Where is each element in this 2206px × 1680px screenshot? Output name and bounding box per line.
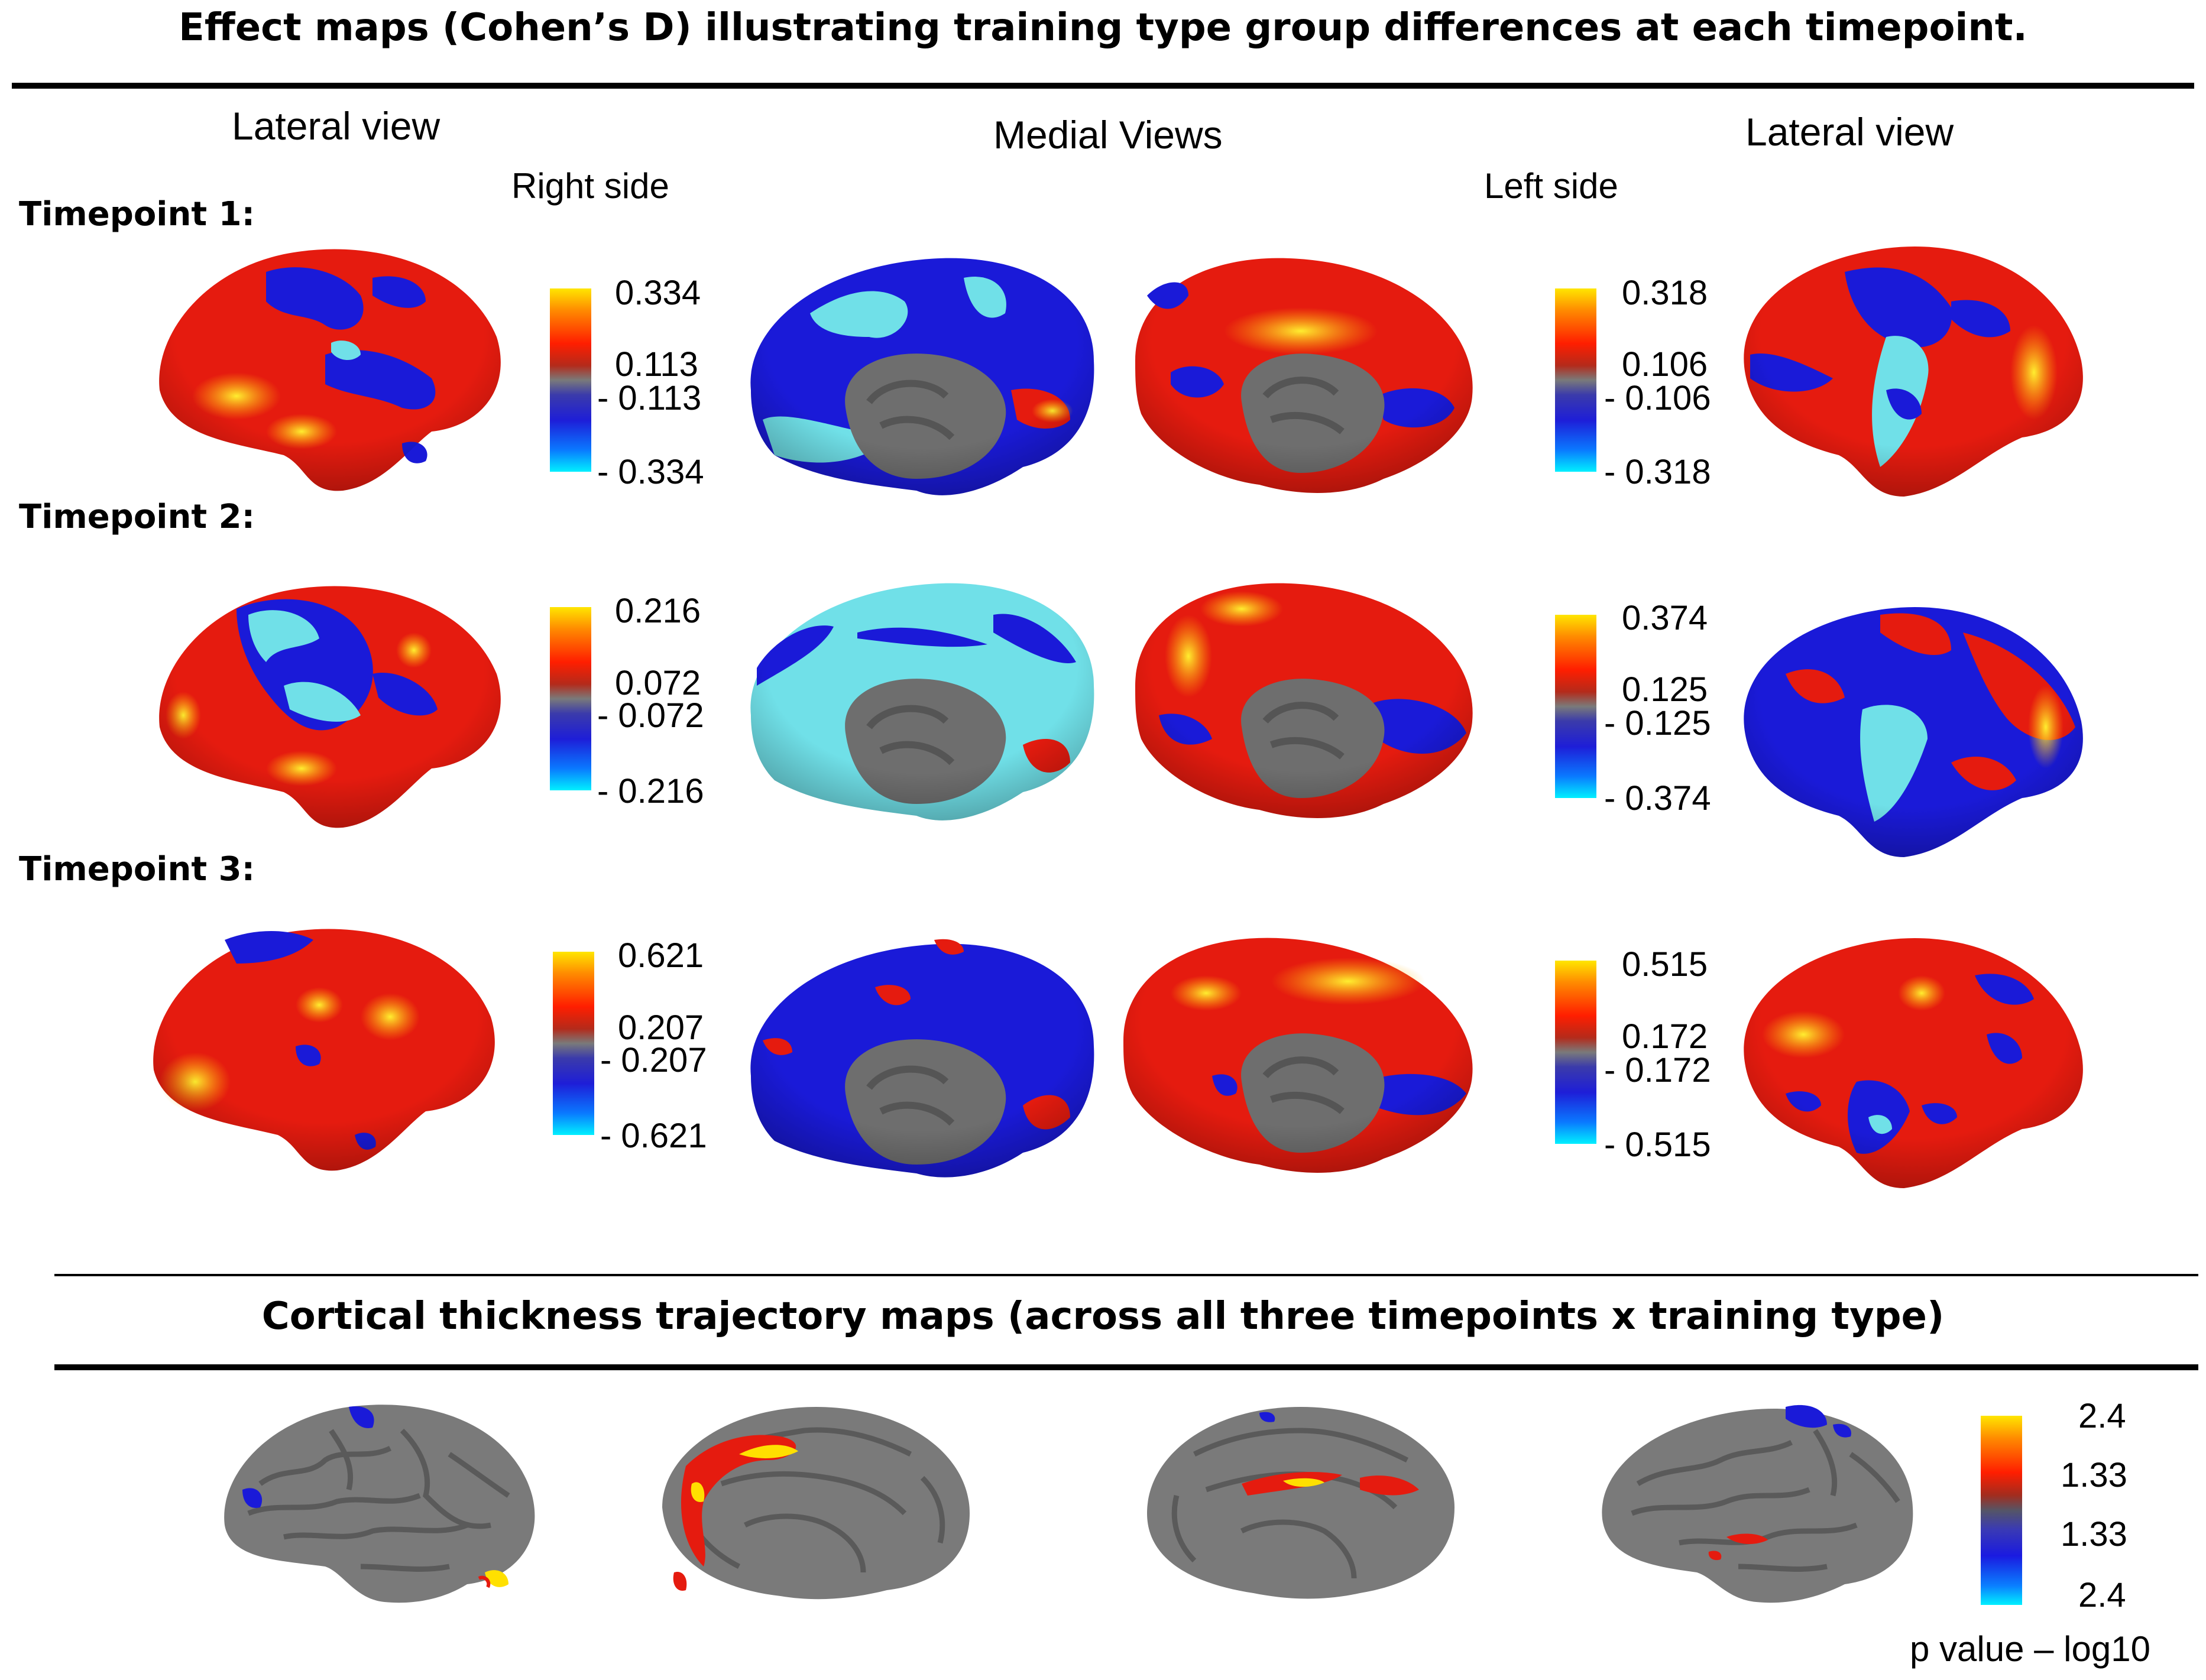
- cbar-right-tp1-midneg: - 0.113: [597, 379, 702, 417]
- cbar-right-tp1-top: 0.334: [615, 274, 701, 312]
- brain-medial-left-tp3: [1123, 938, 1473, 1173]
- brain-medial-right-tp3: [750, 939, 1094, 1178]
- trajectory-top-rule: [54, 1274, 2198, 1276]
- cbar-traj-midneg: 1.33: [2061, 1515, 2127, 1553]
- colorbar-trajectory: [1981, 1416, 2022, 1605]
- cbar-left-tp1-midneg: - 0.106: [1604, 379, 1711, 417]
- figure-title: Effect maps (Cohen’s D) illustrating tra…: [179, 6, 2027, 50]
- cbar-right-tp3-midneg: - 0.207: [600, 1041, 707, 1079]
- cbar-left-tp3-top: 0.515: [1622, 945, 1708, 984]
- cbar-right-tp1-midpos: 0.113: [615, 345, 698, 384]
- brain-medial-left-tp1: [1135, 258, 1473, 493]
- brain-lateral-left-tp2: [1744, 607, 2083, 857]
- cbar-right-tp2-bottom: - 0.216: [597, 772, 704, 810]
- timepoint-2-label: Timepoint 2:: [19, 498, 255, 536]
- brain-medial-right-tp1: [750, 258, 1094, 495]
- cbar-right-tp2-midneg: - 0.072: [597, 696, 704, 735]
- colorbar-left-tp1: [1555, 288, 1596, 472]
- trajectory-brain-lateral-right: [224, 1405, 535, 1603]
- colorbar-left-tp2: [1555, 615, 1596, 798]
- lateral-view-label-left: Lateral view: [232, 104, 440, 148]
- brain-lateral-right-tp2: [159, 586, 501, 828]
- cbar-left-tp1-bottom: - 0.318: [1604, 453, 1711, 491]
- brain-lateral-right-tp1: [159, 249, 501, 491]
- timepoint-3-label: Timepoint 3:: [19, 850, 255, 888]
- cbar-left-tp1-top: 0.318: [1622, 274, 1708, 312]
- cbar-right-tp3-midpos: 0.207: [618, 1008, 704, 1047]
- trajectory-title: Cortical thickness trajectory maps (acro…: [261, 1295, 1945, 1338]
- cbar-right-tp3-top: 0.621: [618, 936, 704, 975]
- brain-lateral-left-tp3: [1744, 938, 2083, 1188]
- trajectory-brain-medial-right: [662, 1407, 970, 1600]
- trajectory-brain-medial-left: [1147, 1407, 1455, 1599]
- cbar-left-tp2-bottom: - 0.374: [1604, 779, 1711, 818]
- cbar-left-tp2-top: 0.374: [1622, 599, 1708, 637]
- cbar-traj-bottom: 2.4: [2078, 1576, 2126, 1614]
- cbar-right-tp3-bottom: - 0.621: [600, 1117, 707, 1155]
- brain-lateral-right-tp3: [153, 929, 495, 1171]
- trajectory-bottom-rule: [54, 1364, 2198, 1370]
- cbar-traj-midpos: 1.33: [2061, 1456, 2127, 1494]
- left-side-label: Left side: [1484, 166, 1618, 206]
- colorbar-right-tp1: [550, 288, 591, 472]
- right-side-label: Right side: [511, 166, 669, 206]
- colorbar-left-tp3: [1555, 961, 1596, 1144]
- cbar-left-tp3-midneg: - 0.172: [1604, 1051, 1711, 1089]
- cbar-left-tp3-bottom: - 0.515: [1604, 1126, 1711, 1164]
- lateral-view-label-right: Lateral view: [1745, 110, 1954, 154]
- title-rule: [12, 83, 2194, 89]
- cbar-left-tp2-midneg: - 0.125: [1604, 704, 1711, 742]
- cbar-right-tp2-top: 0.216: [615, 592, 701, 630]
- colorbar-right-tp3: [553, 952, 594, 1135]
- trajectory-brain-lateral-left: [1602, 1405, 1913, 1603]
- colorbar-right-tp2: [550, 607, 591, 790]
- medial-views-label: Medial Views: [993, 113, 1223, 157]
- cbar-right-tp2-midpos: 0.072: [615, 664, 701, 702]
- cbar-left-tp1-midpos: 0.106: [1622, 345, 1708, 384]
- timepoint-1-label: Timepoint 1:: [19, 195, 255, 233]
- cbar-right-tp1-bottom: - 0.334: [597, 453, 704, 491]
- brain-medial-right-tp2: [750, 583, 1094, 820]
- brain-lateral-left-tp1: [1744, 246, 2083, 497]
- cbar-left-tp2-midpos: 0.125: [1622, 670, 1708, 709]
- brain-medial-left-tp2: [1135, 583, 1473, 818]
- pvalue-unit-label: p value – log10: [1910, 1629, 2150, 1669]
- cbar-traj-top: 2.4: [2078, 1397, 2126, 1435]
- cbar-left-tp3-midpos: 0.172: [1622, 1017, 1708, 1056]
